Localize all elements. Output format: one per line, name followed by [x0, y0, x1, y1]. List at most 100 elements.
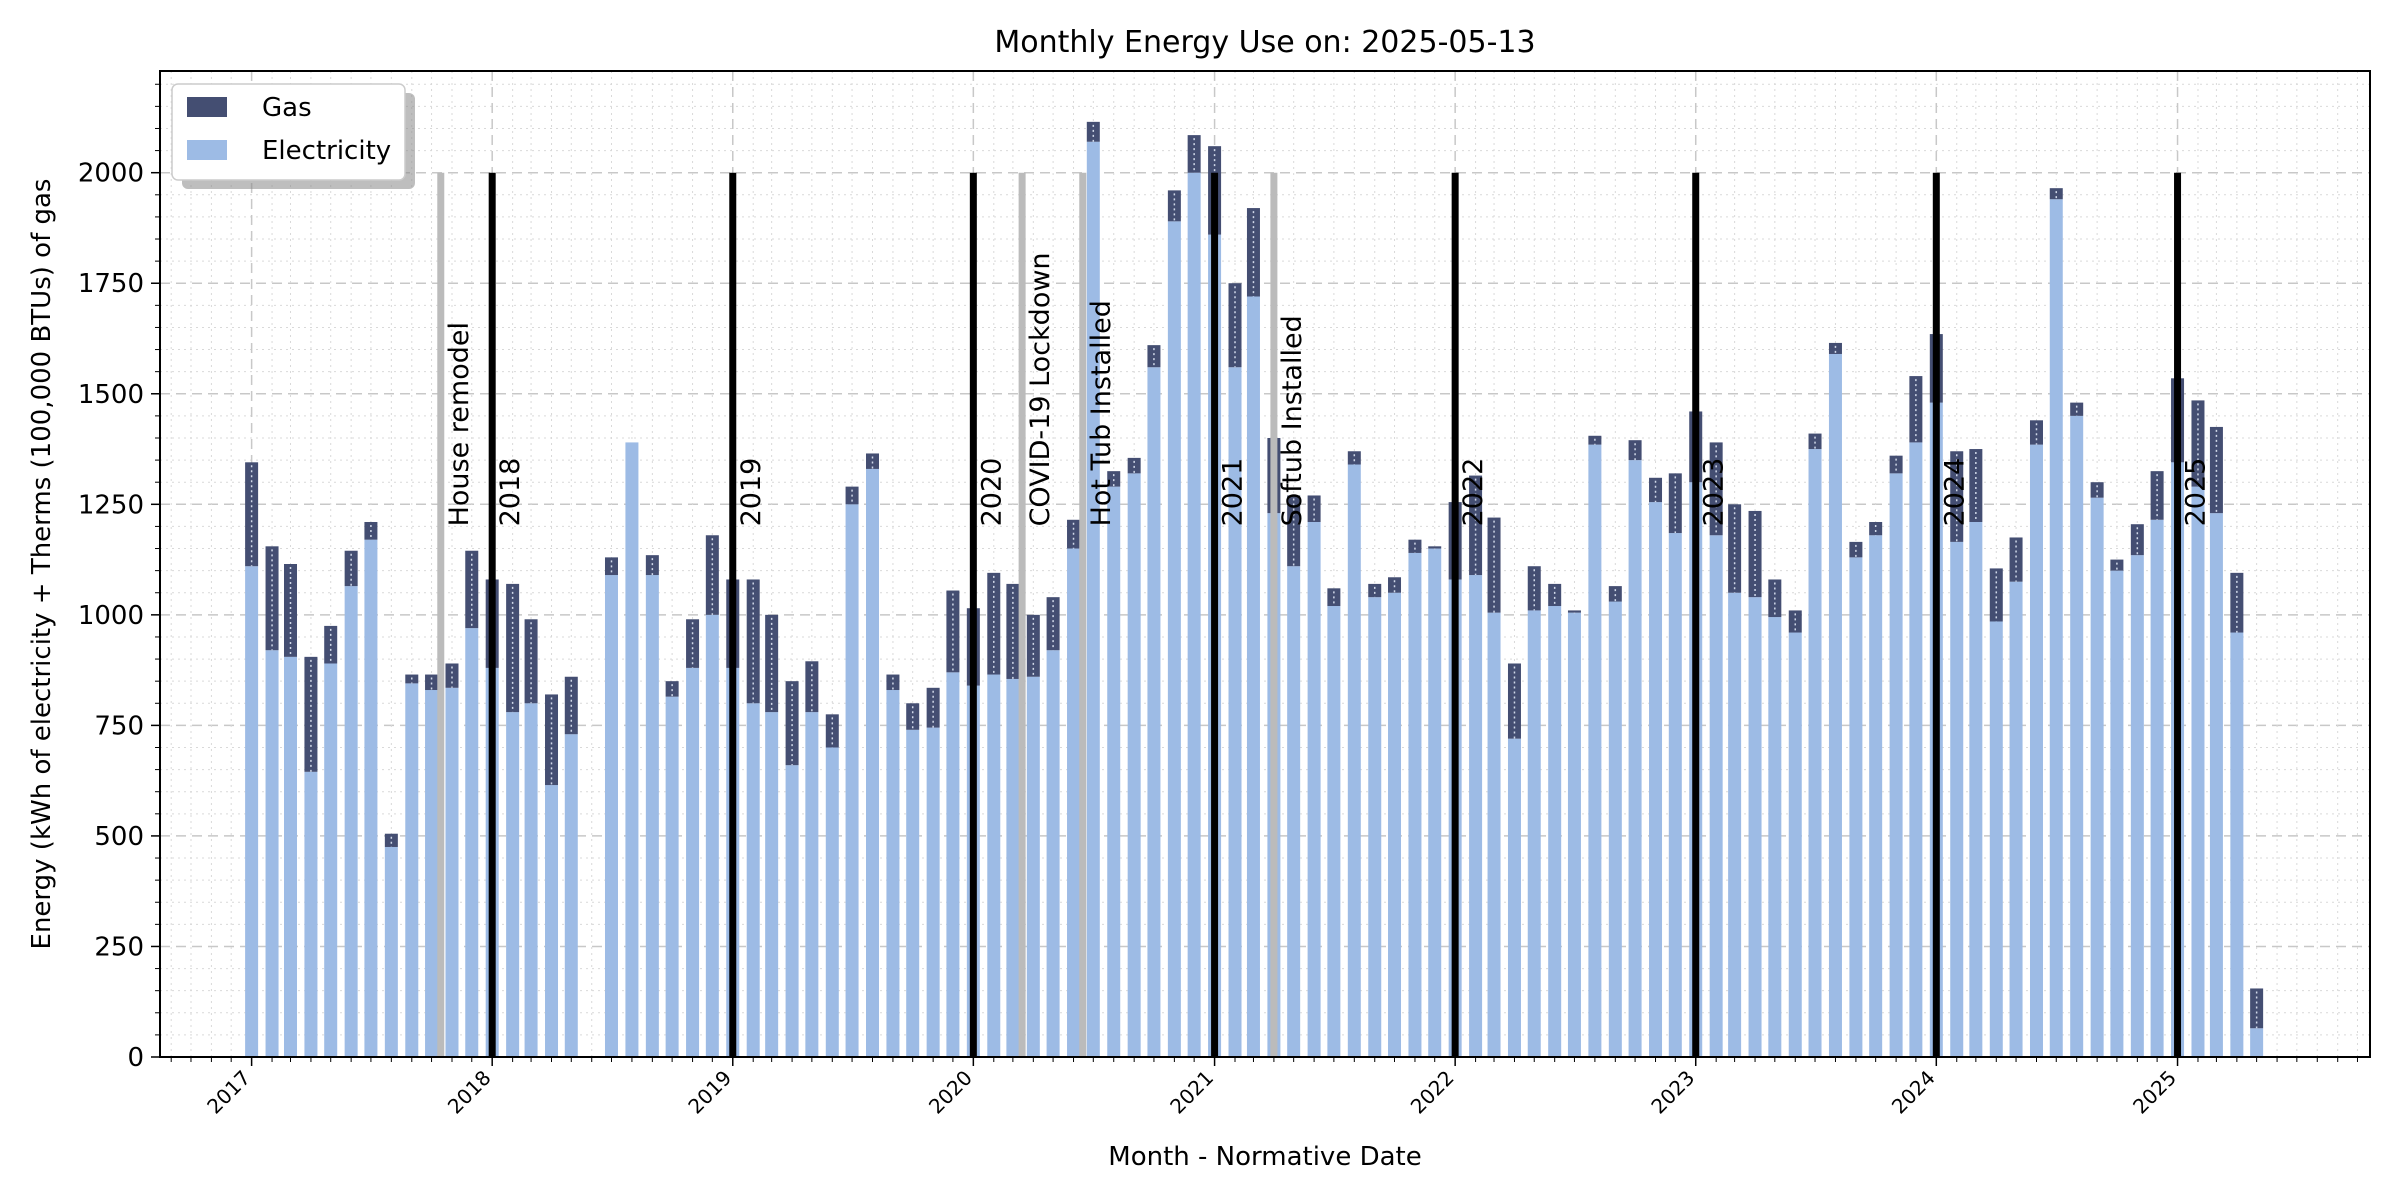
bar-gas	[1649, 477, 1663, 503]
bar-electricity	[465, 628, 479, 1057]
event-marker-label: Softub Installed	[1277, 315, 1308, 526]
bar-electricity	[1006, 678, 1020, 1057]
bar-electricity	[1748, 597, 1762, 1057]
bar-gas	[825, 714, 839, 748]
markers: House remodel COVID-19 Lockdown Hot Tub In…	[437, 172, 2212, 1057]
bar-electricity	[1808, 449, 1822, 1057]
bar-gas	[785, 681, 799, 766]
bar-gas	[1989, 568, 2003, 622]
bar-gas	[545, 694, 559, 786]
bar-electricity	[2191, 486, 2205, 1058]
bar-electricity	[1649, 502, 1663, 1058]
bar-gas	[886, 674, 900, 691]
bar-gas	[1849, 541, 1863, 558]
bar-electricity	[1527, 610, 1541, 1057]
bar-electricity	[1950, 541, 1964, 1057]
bar-electricity	[1869, 535, 1883, 1057]
bar-gas	[1869, 521, 1883, 536]
bar-gas	[2110, 559, 2124, 571]
x-tick-label: 2021	[1165, 1066, 1218, 1119]
bar-electricity	[1548, 606, 1562, 1057]
bar-gas	[1788, 610, 1802, 633]
bar-gas	[1808, 433, 1822, 450]
bar-electricity	[1507, 738, 1521, 1057]
x-tick-label: 2022	[1406, 1066, 1459, 1119]
bar-electricity	[1768, 617, 1782, 1057]
x-tick-label: 2023	[1646, 1066, 1699, 1119]
bar-electricity	[1989, 621, 2003, 1057]
bar-electricity	[2070, 415, 2084, 1058]
bar-gas	[524, 619, 538, 704]
bar-electricity	[2090, 497, 2104, 1057]
bar-electricity	[1187, 172, 1201, 1057]
legend-swatch-gas	[187, 97, 227, 117]
x-axis-label: Month - Normative Date	[1108, 1142, 1421, 1172]
bar-electricity	[324, 663, 338, 1057]
bar-electricity	[1327, 606, 1341, 1057]
bar-gas	[1228, 283, 1242, 368]
bar-gas	[304, 656, 318, 772]
bar-electricity	[1828, 353, 1842, 1058]
bar-gas	[445, 663, 459, 688]
bar-gas	[284, 564, 298, 657]
bar-electricity	[1628, 460, 1642, 1057]
bar-electricity	[545, 785, 559, 1057]
bar-gas	[245, 462, 259, 567]
y-axis-label: Energy (kWh of electricity + Therms (100…	[27, 179, 57, 950]
bar-electricity	[1086, 141, 1100, 1058]
bar-gas	[1567, 610, 1581, 613]
x-tick-label: 2020	[924, 1066, 977, 1119]
bar-electricity	[1408, 552, 1422, 1057]
bar-electricity	[2250, 1028, 2264, 1057]
x-tick-label: 2024	[1887, 1066, 1940, 1119]
bar-gas	[1388, 577, 1402, 593]
bar-electricity	[1147, 367, 1161, 1057]
bar-electricity	[2209, 513, 2223, 1057]
bar-gas	[1548, 583, 1562, 607]
bar-gas	[2009, 537, 2023, 582]
bar-electricity	[2150, 519, 2164, 1057]
bar-electricity	[1889, 473, 1903, 1057]
bar-electricity	[746, 703, 760, 1057]
bar-gas	[1950, 451, 1964, 542]
bar-electricity	[2130, 555, 2144, 1057]
bar-electricity	[825, 747, 839, 1057]
bar-gas	[2070, 402, 2084, 416]
bar-electricity	[785, 765, 799, 1057]
bar-electricity	[1709, 535, 1723, 1057]
bar-gas	[1507, 663, 1521, 739]
bar-electricity	[1668, 533, 1682, 1057]
bar-electricity	[1388, 592, 1402, 1057]
x-tick-label: 2019	[683, 1066, 736, 1119]
bar-gas	[1127, 457, 1141, 474]
bar-electricity	[304, 771, 318, 1057]
bar-electricity	[265, 650, 279, 1057]
bar-gas	[665, 681, 679, 697]
bar-gas	[987, 572, 1001, 675]
bar-gas	[1006, 583, 1020, 679]
y-tick-label: 500	[94, 822, 144, 852]
bar-gas	[265, 546, 279, 651]
bar-electricity	[1167, 221, 1181, 1057]
bar-electricity	[2049, 199, 2063, 1057]
bar-gas	[2029, 420, 2043, 445]
bar-electricity	[1307, 521, 1321, 1057]
bar-gas	[1527, 566, 1541, 611]
bar-gas	[1167, 190, 1181, 222]
y-tick-label: 1750	[78, 269, 144, 299]
bar-electricity	[1788, 632, 1802, 1057]
bar-electricity	[1608, 601, 1622, 1057]
x-tick-label: 2017	[202, 1066, 255, 1119]
bar-electricity	[906, 729, 920, 1057]
bar-electricity	[1487, 612, 1501, 1057]
bar-electricity	[886, 690, 900, 1057]
bar-electricity	[2009, 581, 2023, 1057]
bar-electricity	[865, 468, 879, 1057]
bar-gas	[1608, 586, 1622, 602]
bar-electricity	[425, 690, 439, 1057]
bar-electricity	[2110, 570, 2124, 1057]
bar-electricity	[1469, 575, 1483, 1057]
bar-electricity	[926, 727, 940, 1057]
bar-gas	[2130, 524, 2144, 556]
